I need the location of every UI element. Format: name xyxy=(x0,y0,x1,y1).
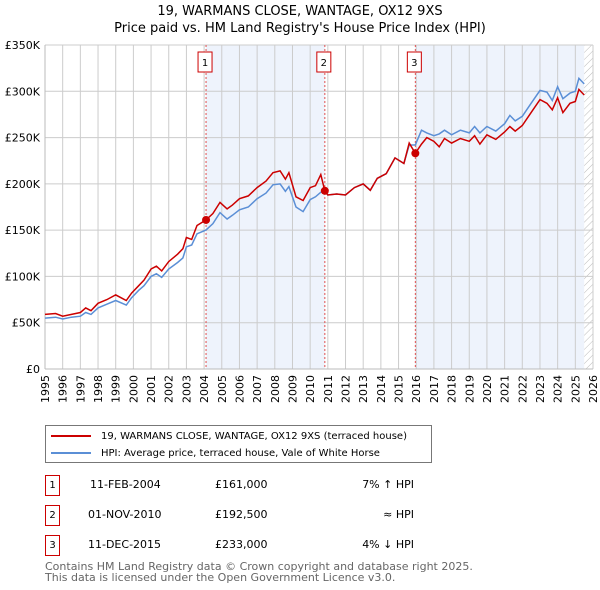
x-tick-label: 2010 xyxy=(304,375,317,403)
y-tick-label: £350K xyxy=(5,39,41,52)
transaction-date: 11-DEC-2015 xyxy=(88,538,162,551)
sale-point xyxy=(202,215,211,224)
x-tick-label: 1997 xyxy=(74,375,87,403)
transaction-date: 01-NOV-2010 xyxy=(88,508,162,521)
chart-subtitle: Price paid vs. HM Land Registry's House … xyxy=(114,21,486,36)
x-tick-label: 2007 xyxy=(251,375,264,403)
transaction-price: £192,500 xyxy=(215,508,268,521)
y-tick-label: £50K xyxy=(12,317,41,330)
x-tick-label: 2015 xyxy=(393,375,406,403)
y-tick-label: £250K xyxy=(5,132,41,145)
shaded-period xyxy=(206,45,325,369)
x-tick-label: 2009 xyxy=(286,375,299,403)
transaction-row: 1 11-FEB-2004 £161,000 7% ↑ HPI xyxy=(45,475,445,496)
x-tick-label: 2025 xyxy=(569,375,582,403)
y-tick-label: £100K xyxy=(5,270,41,283)
x-tick-label: 2001 xyxy=(145,375,158,403)
footer-line-2: This data is licensed under the Open Gov… xyxy=(45,571,396,584)
sale-point xyxy=(411,149,420,158)
x-tick-label: 1995 xyxy=(39,375,52,403)
y-tick-label: £200K xyxy=(5,178,41,191)
x-tick-label: 2005 xyxy=(216,375,229,403)
x-tick-label: 2024 xyxy=(552,375,565,403)
transaction-price: £233,000 xyxy=(215,538,268,551)
transaction-row: 3 11-DEC-2015 £233,000 4% ↓ HPI xyxy=(45,535,445,556)
x-tick-label: 2021 xyxy=(499,375,512,403)
x-tick-label: 2002 xyxy=(163,375,176,403)
x-tick-label: 2022 xyxy=(516,375,529,403)
x-tick-label: 2014 xyxy=(375,375,388,403)
footer-line-1: Contains HM Land Registry data © Crown c… xyxy=(45,560,473,573)
transaction-hpi: 4% ↓ HPI xyxy=(362,538,414,551)
sale-label: 3 xyxy=(411,58,417,69)
sale-label-box xyxy=(316,51,332,73)
y-tick-label: £150K xyxy=(5,224,41,237)
property-price-line xyxy=(44,87,585,317)
sale-label: 1 xyxy=(202,58,208,69)
sale-label: 2 xyxy=(321,58,327,69)
x-tick-label: 2012 xyxy=(340,375,353,403)
sale-label-box xyxy=(197,51,213,73)
legend-property-label: 19, WARMANS CLOSE, WANTAGE, OX12 9XS (te… xyxy=(101,430,407,442)
x-tick-label: 1998 xyxy=(92,375,105,403)
x-tick-label: 1996 xyxy=(57,375,70,403)
sale-point xyxy=(320,186,329,195)
x-tick-label: 2026 xyxy=(587,375,600,403)
footer: Contains HM Land Registry data © Crown c… xyxy=(45,561,473,583)
price-chart: 1995 1996 1997 1998 1999 2000 2001 2002 2003 2004… xyxy=(5,39,600,403)
hpi-line xyxy=(44,76,585,320)
y-tick-label: £300K xyxy=(5,85,41,98)
shaded-period xyxy=(415,45,585,369)
x-tick-label: 2017 xyxy=(428,375,441,403)
x-tick-label: 2004 xyxy=(198,375,211,403)
x-tick-label: 2000 xyxy=(127,375,140,403)
transaction-marker: 3 xyxy=(45,535,60,556)
x-tick-label: 2011 xyxy=(322,375,335,403)
x-tick-label: 2018 xyxy=(446,375,459,403)
forecast-hatch xyxy=(584,45,593,369)
x-tick-label: 2020 xyxy=(481,375,494,403)
transaction-date: 11-FEB-2004 xyxy=(90,478,161,491)
transaction-marker: 1 xyxy=(45,475,60,496)
transaction-hpi: 7% ↑ HPI xyxy=(362,478,414,491)
legend-hpi-label: HPI: Average price, terraced house, Vale… xyxy=(101,447,380,459)
chart-title: 19, WARMANS CLOSE, WANTAGE, OX12 9XS xyxy=(157,4,443,19)
legend-property-swatch xyxy=(51,435,91,437)
x-tick-label: 2016 xyxy=(410,375,423,403)
legend: 19, WARMANS CLOSE, WANTAGE, OX12 9XS (te… xyxy=(45,425,432,463)
sale-label-box xyxy=(406,51,422,73)
x-tick-label: 2003 xyxy=(180,375,193,403)
transaction-hpi: ≈ HPI xyxy=(383,508,414,521)
y-tick-label: £0 xyxy=(26,363,40,376)
x-tick-label: 2008 xyxy=(269,375,282,403)
transaction-marker: 2 xyxy=(45,505,60,526)
x-tick-label: 2006 xyxy=(233,375,246,403)
x-tick-label: 2013 xyxy=(357,375,370,403)
transaction-price: £161,000 xyxy=(215,478,268,491)
transaction-row: 2 01-NOV-2010 £192,500 ≈ HPI xyxy=(45,505,445,526)
x-tick-label: 2019 xyxy=(463,375,476,403)
legend-hpi-swatch xyxy=(51,452,91,454)
x-tick-label: 1999 xyxy=(110,375,123,403)
x-tick-label: 2023 xyxy=(534,375,547,403)
